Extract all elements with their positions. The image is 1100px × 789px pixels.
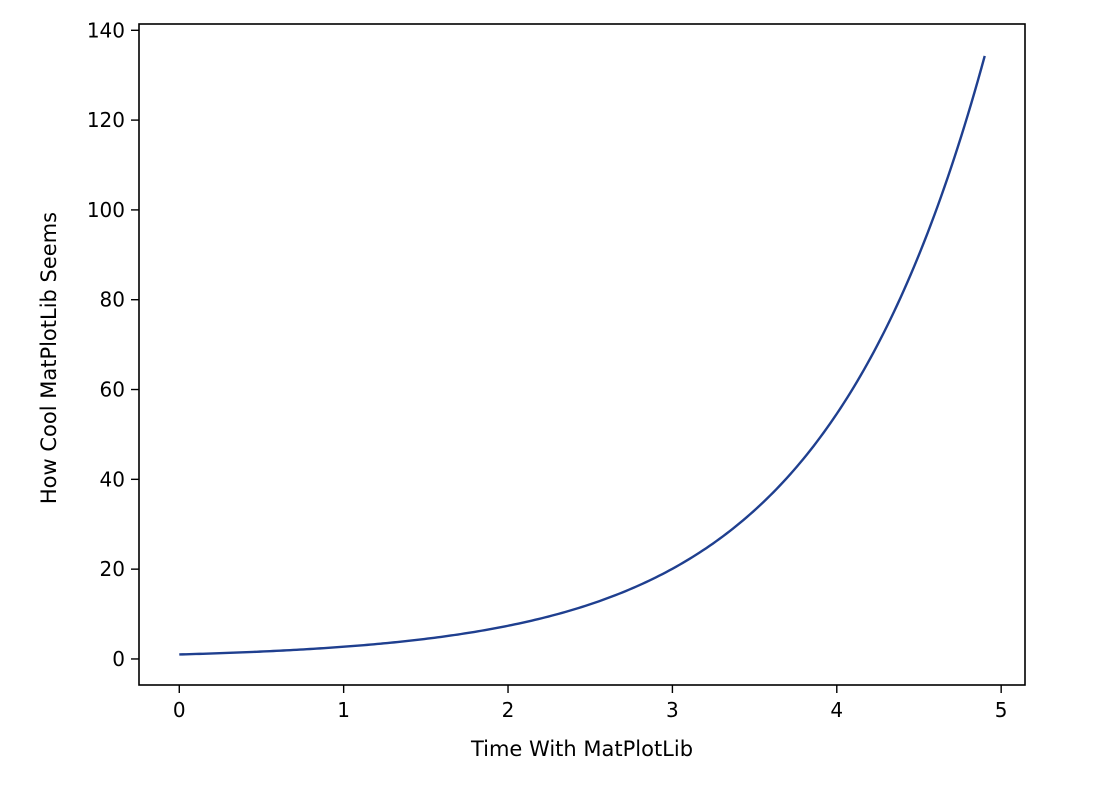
x-axis-title: Time With MatPlotLib (470, 737, 693, 761)
y-axis: 0 20 40 60 80 100 120 140 (87, 18, 139, 671)
x-tick-label: 3 (666, 698, 679, 722)
x-tick-label: 2 (502, 698, 515, 722)
y-tick-label: 60 (100, 378, 125, 402)
x-axis: 0 1 2 3 4 5 (173, 685, 1008, 722)
x-tick-label: 5 (995, 698, 1008, 722)
y-tick-label: 0 (112, 647, 125, 671)
y-tick-label: 20 (100, 557, 125, 581)
y-axis-title: How Cool MatPlotLib Seems (37, 212, 61, 504)
x-tick-label: 4 (830, 698, 843, 722)
y-tick-label: 80 (100, 288, 125, 312)
y-tick-label: 120 (87, 108, 125, 132)
x-tick-label: 1 (337, 698, 350, 722)
y-tick-label: 140 (87, 18, 125, 42)
y-tick-label: 100 (87, 198, 125, 222)
x-tick-label: 0 (173, 698, 186, 722)
plot-frame (138, 23, 1026, 686)
series-line (179, 55, 986, 656)
y-tick-label: 40 (100, 467, 125, 491)
